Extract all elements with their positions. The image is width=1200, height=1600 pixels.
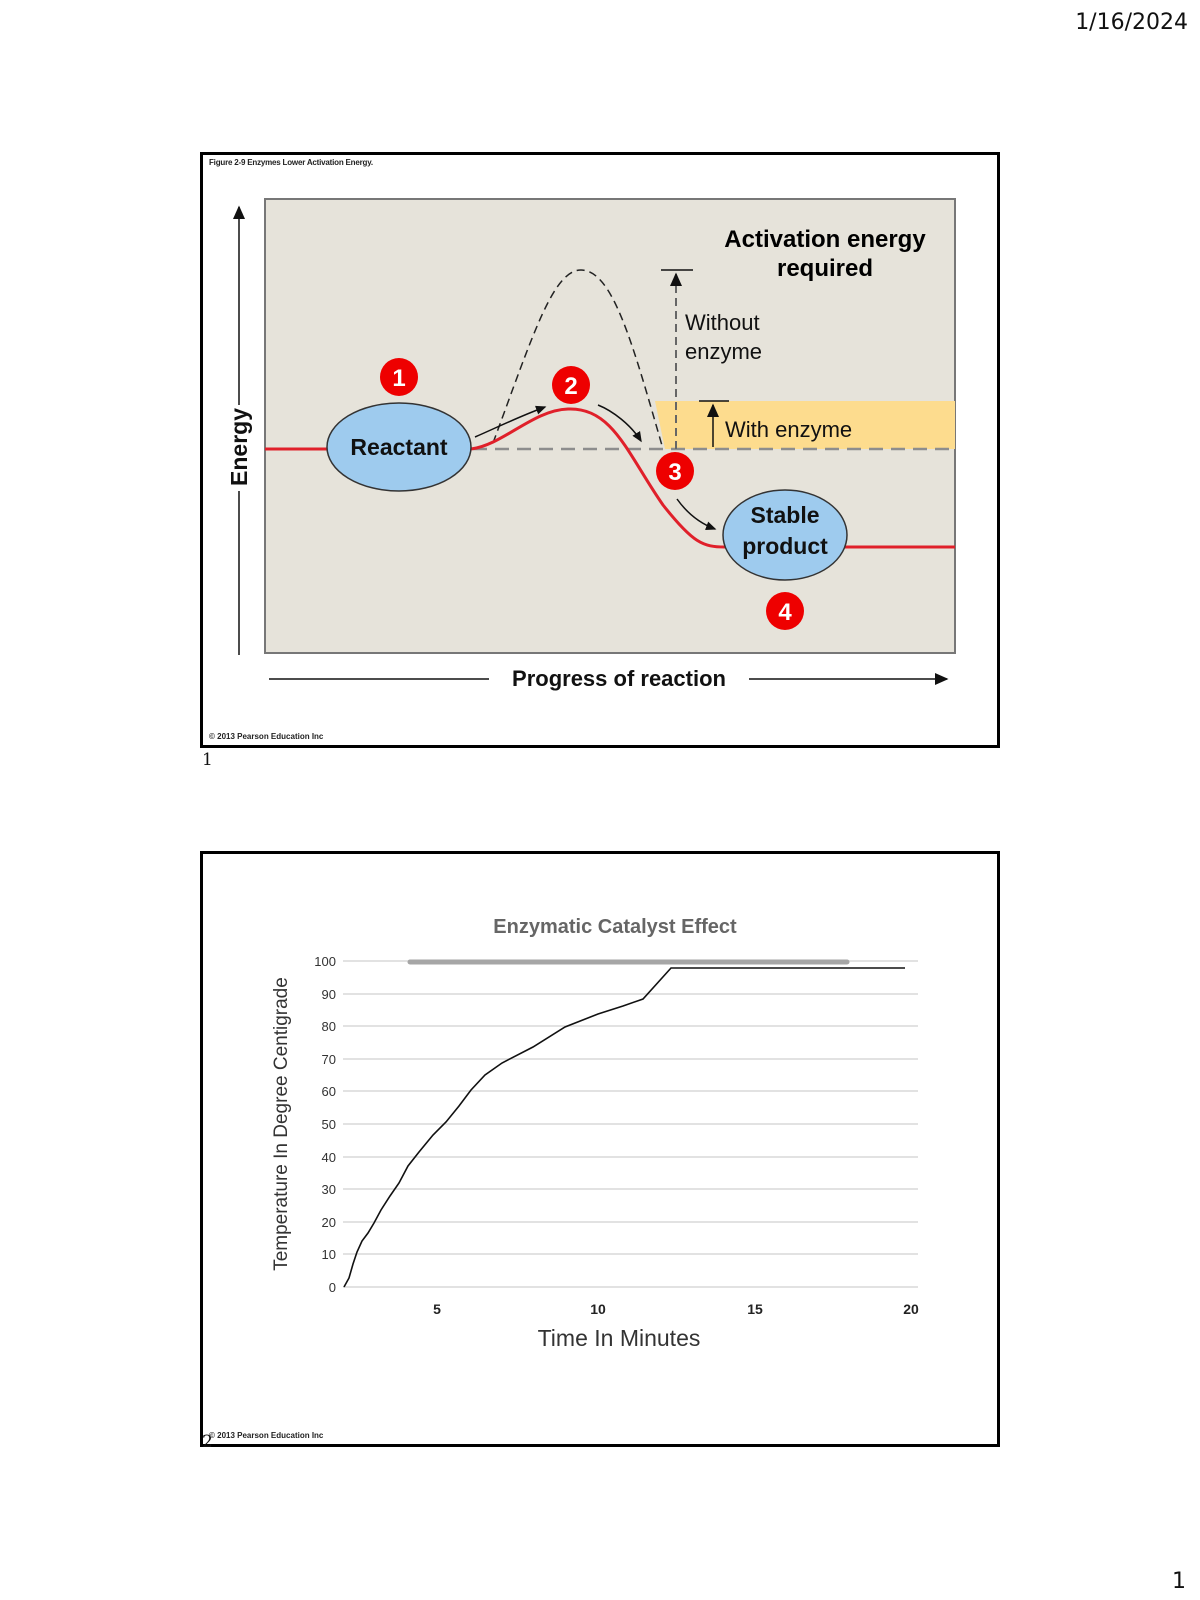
without-enzyme-label-2: enzyme — [685, 339, 762, 364]
product-label-1: Stable — [750, 502, 819, 528]
slide-number-1: 1 — [202, 750, 213, 770]
product-label-2: product — [742, 533, 828, 559]
copyright: © 2013 Pearson Education Inc — [209, 732, 324, 741]
svg-text:2: 2 — [564, 373, 577, 400]
y-axis-label: Temperature In Degree Centigrade — [271, 977, 292, 1271]
svg-text:4: 4 — [778, 599, 792, 626]
step-1-badge: 1 — [380, 358, 418, 396]
line-chart: Enzymatic Catalyst Effect 0 10 20 30 40 … — [271, 916, 919, 1351]
x-tick-labels: 5 10 15 20 — [433, 1301, 919, 1317]
svg-text:60: 60 — [322, 1084, 336, 1099]
activation-title-1: Activation energy — [724, 226, 926, 253]
y-tick-labels: 0 10 20 30 40 50 60 70 80 90 100 — [314, 954, 336, 1295]
figure-caption: Figure 2-9 Enzymes Lower Activation Ener… — [209, 158, 373, 167]
x-axis-label: Time In Minutes — [538, 1325, 701, 1351]
step-4-badge: 4 — [766, 592, 804, 630]
no-enzyme-curve — [492, 269, 664, 450]
copyright: © 2013 Pearson Education Inc — [209, 1431, 324, 1440]
temperature-series — [343, 967, 905, 1288]
gridlines — [343, 960, 918, 1288]
page-number: 1 — [1172, 1569, 1186, 1594]
svg-text:5: 5 — [433, 1301, 441, 1317]
header-date: 1/16/2024 — [1075, 10, 1188, 35]
step-3-badge: 3 — [656, 452, 694, 490]
reactant-label: Reactant — [350, 434, 447, 460]
svg-text:20: 20 — [322, 1215, 336, 1230]
arrow-icon — [676, 498, 717, 531]
with-enzyme-band — [655, 401, 955, 449]
svg-text:10: 10 — [590, 1301, 606, 1317]
svg-text:1: 1 — [392, 365, 405, 392]
svg-text:15: 15 — [747, 1301, 763, 1317]
step-2-badge: 2 — [552, 366, 590, 404]
y-axis-label: Energy — [226, 408, 252, 486]
arrow-icon — [597, 404, 642, 443]
arrow-icon — [474, 405, 547, 438]
svg-text:30: 30 — [322, 1182, 336, 1197]
svg-text:50: 50 — [322, 1117, 336, 1132]
reactant-ellipse — [326, 402, 472, 492]
with-enzyme-label: With enzyme — [725, 417, 852, 442]
without-enzyme-label-1: Without — [685, 310, 760, 335]
slide-1: Figure 2-9 Enzymes Lower Activation Ener… — [200, 152, 1000, 748]
svg-text:90: 90 — [322, 987, 336, 1002]
activation-energy-diagram: Reactant Stable product Activation energ… — [226, 198, 956, 691]
slide-number-2: 2 — [202, 1432, 213, 1452]
svg-text:0: 0 — [329, 1280, 336, 1295]
svg-text:80: 80 — [322, 1019, 336, 1034]
slide-2: Enzymatic Catalyst Effect 0 10 20 30 40 … — [200, 851, 1000, 1447]
svg-text:3: 3 — [668, 459, 681, 486]
svg-text:100: 100 — [314, 954, 336, 969]
x-axis-label: Progress of reaction — [512, 666, 726, 691]
product-ellipse — [722, 489, 848, 581]
svg-text:20: 20 — [903, 1301, 919, 1317]
svg-text:70: 70 — [322, 1052, 336, 1067]
activation-title-2: required — [777, 255, 873, 282]
chart-title: Enzymatic Catalyst Effect — [493, 916, 737, 938]
svg-text:40: 40 — [322, 1150, 336, 1165]
enzyme-curve — [265, 407, 955, 549]
svg-text:10: 10 — [322, 1247, 336, 1262]
